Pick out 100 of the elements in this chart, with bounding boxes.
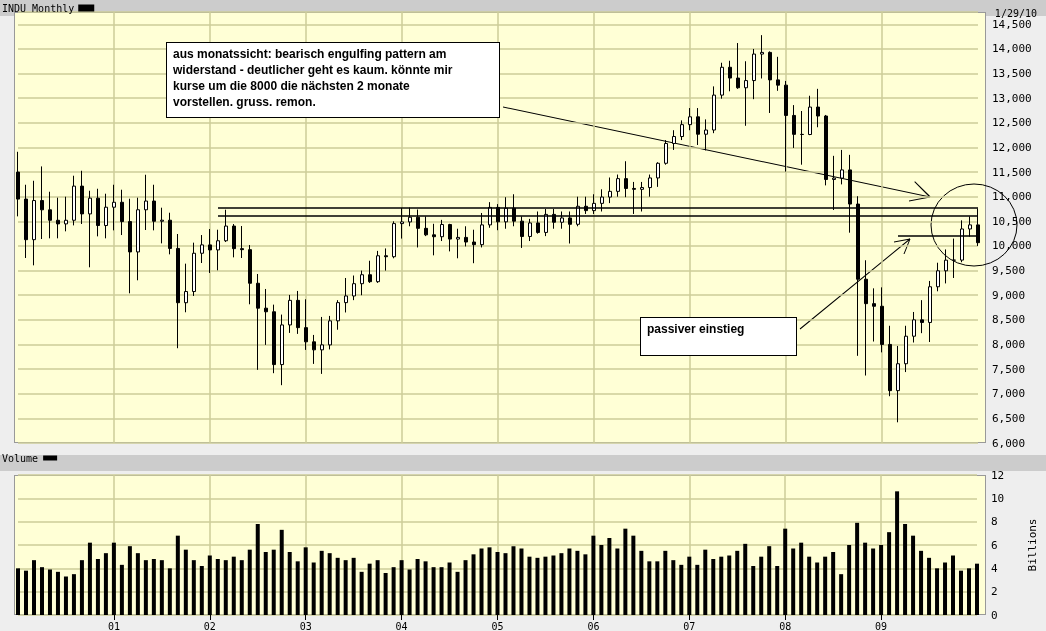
candlestick [264,288,268,346]
bar [511,546,516,615]
y-tick-label: 2 [991,585,998,599]
y-tick-label: 12 [991,468,1005,482]
y-tick-label: 10 [991,491,1005,505]
candlestick [336,299,340,331]
candlestick [192,242,196,297]
bar [79,560,84,615]
candlestick [888,325,892,397]
bar [759,556,764,615]
bar [799,542,804,615]
candlestick [880,286,884,353]
bar [47,569,52,615]
y-tick-label: 7,500 [992,362,1026,376]
candlestick [432,223,436,256]
bar [455,571,460,615]
bar [95,559,100,615]
candlestick [184,263,188,313]
bar [255,524,260,615]
bar [807,556,812,615]
bar [175,535,180,615]
y-tick-label: 9,500 [992,264,1026,278]
candlestick [112,184,116,231]
bar [247,549,252,615]
candlestick [288,294,292,334]
candlestick [392,220,396,259]
bar [943,562,948,615]
candlestick [120,189,124,236]
y-tick-label: 13,500 [992,67,1032,81]
legend-label: Volume [2,452,39,464]
bar [487,547,492,615]
bar [567,548,572,615]
y-tick-label: 11,500 [992,165,1032,179]
bar [391,567,396,615]
text-box: aus monatssicht: bearisch engulfing pattern am widerstand - deutlicher geht es kaum. könnte mir kurse um die 8000 die nächsten 2 monate vorstellen. gruss. remon. [166,42,500,118]
bar [103,553,108,615]
candlestick [864,259,868,377]
candlestick [456,228,460,259]
candlestick [296,290,300,335]
bar [23,570,28,615]
bar [959,570,964,615]
bar [543,556,548,615]
bar [639,550,644,615]
y-tick-label: 6 [991,538,998,552]
x-tick-label: 02 [203,620,216,631]
candlestick [912,311,916,344]
bar [239,560,244,615]
candlestick [176,233,180,349]
x-tick-label: 09 [875,620,888,631]
bar [727,555,732,615]
candlestick [80,170,84,225]
bar [199,566,204,615]
bar [319,550,324,615]
candlestick [272,304,276,374]
candlestick [608,177,612,204]
bar [679,564,684,615]
y-tick-label: 12,000 [992,140,1032,154]
candlestick [712,85,716,134]
candlestick [944,248,948,284]
candlestick [312,334,316,365]
candlestick [352,275,356,301]
bar [575,550,580,615]
y-tick-label: 14,500 [992,17,1032,31]
bar [191,560,196,615]
bar [263,552,268,615]
legend-label: INDU Monthly [2,2,75,14]
bar [359,571,364,615]
bar [159,560,164,615]
bar [711,559,716,615]
candlestick [792,104,796,149]
bar [463,560,468,615]
bar [527,556,532,615]
y-tick-label: 7,000 [992,387,1026,401]
bar [271,549,276,615]
candlestick [232,223,236,258]
bar [719,556,724,615]
candlestick [776,56,780,92]
bar [87,542,92,615]
bar [479,548,484,615]
x-tick-label: 03 [299,620,312,631]
y-tick-label: 8,500 [992,313,1026,327]
candlestick [800,110,804,166]
bar [367,563,372,615]
bar [823,556,828,615]
bar [415,559,420,615]
bar [607,538,612,615]
candlestick [360,270,364,296]
bar [16,568,20,615]
candlestick [448,223,452,252]
candlestick [464,225,468,247]
bar [615,548,620,615]
bar [351,557,356,615]
bar [631,535,636,615]
candlestick [816,88,820,128]
candlestick [304,298,308,351]
candlestick [680,119,684,141]
bar [743,543,748,615]
candlestick [896,345,900,423]
candlestick [872,287,876,343]
candlestick [128,198,132,294]
